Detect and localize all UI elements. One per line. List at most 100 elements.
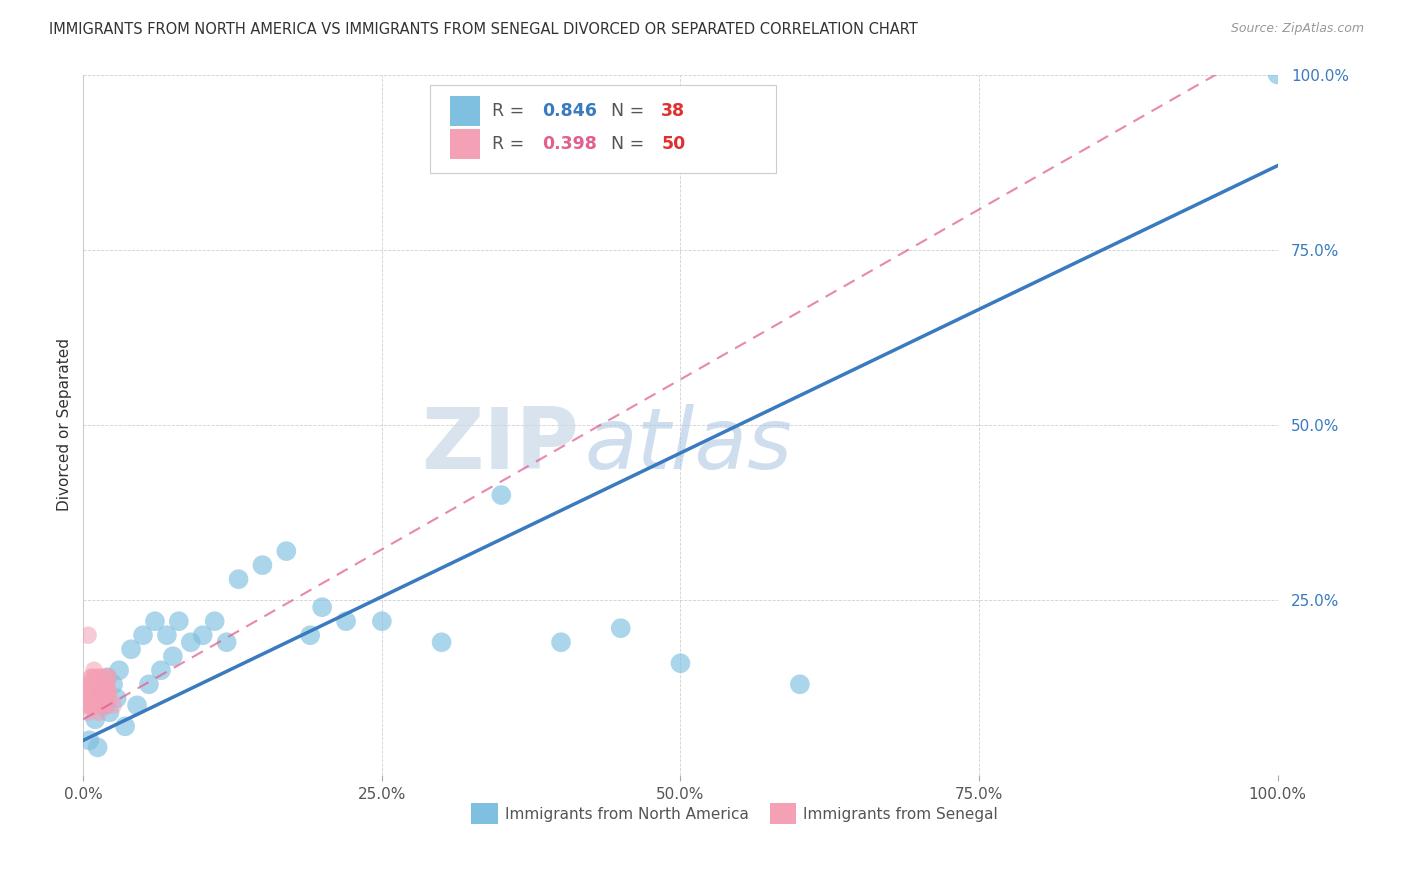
Point [491,488,513,502]
Point [143,614,166,628]
FancyBboxPatch shape [770,804,796,824]
Point [87,706,110,720]
Point [108,663,131,677]
Point [79,684,101,698]
Point [96,670,118,684]
Point [77,698,100,713]
Text: Source: ZipAtlas.com: Source: ZipAtlas.com [1230,22,1364,36]
Point [86,740,108,755]
Text: IMMIGRANTS FROM NORTH AMERICA VS IMMIGRANTS FROM SENEGAL DIVORCED OR SEPARATED C: IMMIGRANTS FROM NORTH AMERICA VS IMMIGRA… [49,22,918,37]
Point [90,677,112,691]
Point [609,621,631,635]
Point [76,691,98,706]
Point [86,677,108,691]
Point [120,642,142,657]
Text: 0.846: 0.846 [541,102,596,120]
Point [94,691,117,706]
Point [101,677,124,691]
Point [93,677,115,691]
Point [89,670,111,684]
Point [80,670,103,684]
Point [101,698,124,713]
Point [80,670,103,684]
Point [276,544,298,558]
Y-axis label: Divorced or Separated: Divorced or Separated [58,338,72,511]
Point [105,691,128,706]
Point [82,691,104,706]
Point [125,698,148,713]
Point [96,677,118,691]
Point [86,684,108,698]
Point [97,684,120,698]
Text: N =: N = [612,135,650,153]
Point [90,684,112,698]
Point [299,628,322,642]
Point [94,698,117,713]
Point [94,691,117,706]
Point [89,698,111,713]
Point [93,698,115,713]
Point [167,614,190,628]
Point [91,684,114,698]
Point [86,670,108,684]
FancyBboxPatch shape [450,96,479,126]
Point [82,691,104,706]
Point [215,635,238,649]
Point [96,670,118,684]
Point [76,684,98,698]
Point [77,706,100,720]
Point [75,698,97,713]
Point [93,670,115,684]
Point [335,614,357,628]
Point [77,628,100,642]
Point [83,677,105,691]
Point [94,691,117,706]
Point [87,691,110,706]
Text: N =: N = [612,102,650,120]
Point [156,628,179,642]
Point [86,698,108,713]
Text: 0.398: 0.398 [541,135,596,153]
Point [430,635,453,649]
Point [94,698,117,713]
Text: ZIP: ZIP [422,404,579,488]
Point [86,698,108,713]
Point [91,684,114,698]
Point [77,677,100,691]
Text: Immigrants from Senegal: Immigrants from Senegal [803,807,998,822]
Text: R =: R = [492,135,530,153]
Text: Immigrants from North America: Immigrants from North America [505,807,749,822]
Point [162,649,184,664]
Point [132,628,155,642]
Point [371,614,394,628]
Point [550,635,572,649]
Point [311,600,333,615]
Point [77,677,100,691]
Text: 38: 38 [661,102,686,120]
Point [79,698,101,713]
Point [228,572,250,586]
Point [138,677,160,691]
Point [204,614,226,628]
Point [149,663,172,677]
Point [84,670,107,684]
Point [97,670,120,684]
Point [84,712,107,726]
Point [98,706,121,720]
Point [252,558,274,573]
Point [789,677,811,691]
Point [98,691,121,706]
Text: R =: R = [492,102,530,120]
Point [83,663,105,677]
Point [669,657,692,671]
Point [180,635,202,649]
Point [82,691,104,706]
Text: 50: 50 [661,135,686,153]
Point [114,719,136,733]
Point [90,684,112,698]
Point [77,733,100,747]
Point [79,677,101,691]
Point [84,698,107,713]
Point [84,684,107,698]
Point [97,684,120,698]
